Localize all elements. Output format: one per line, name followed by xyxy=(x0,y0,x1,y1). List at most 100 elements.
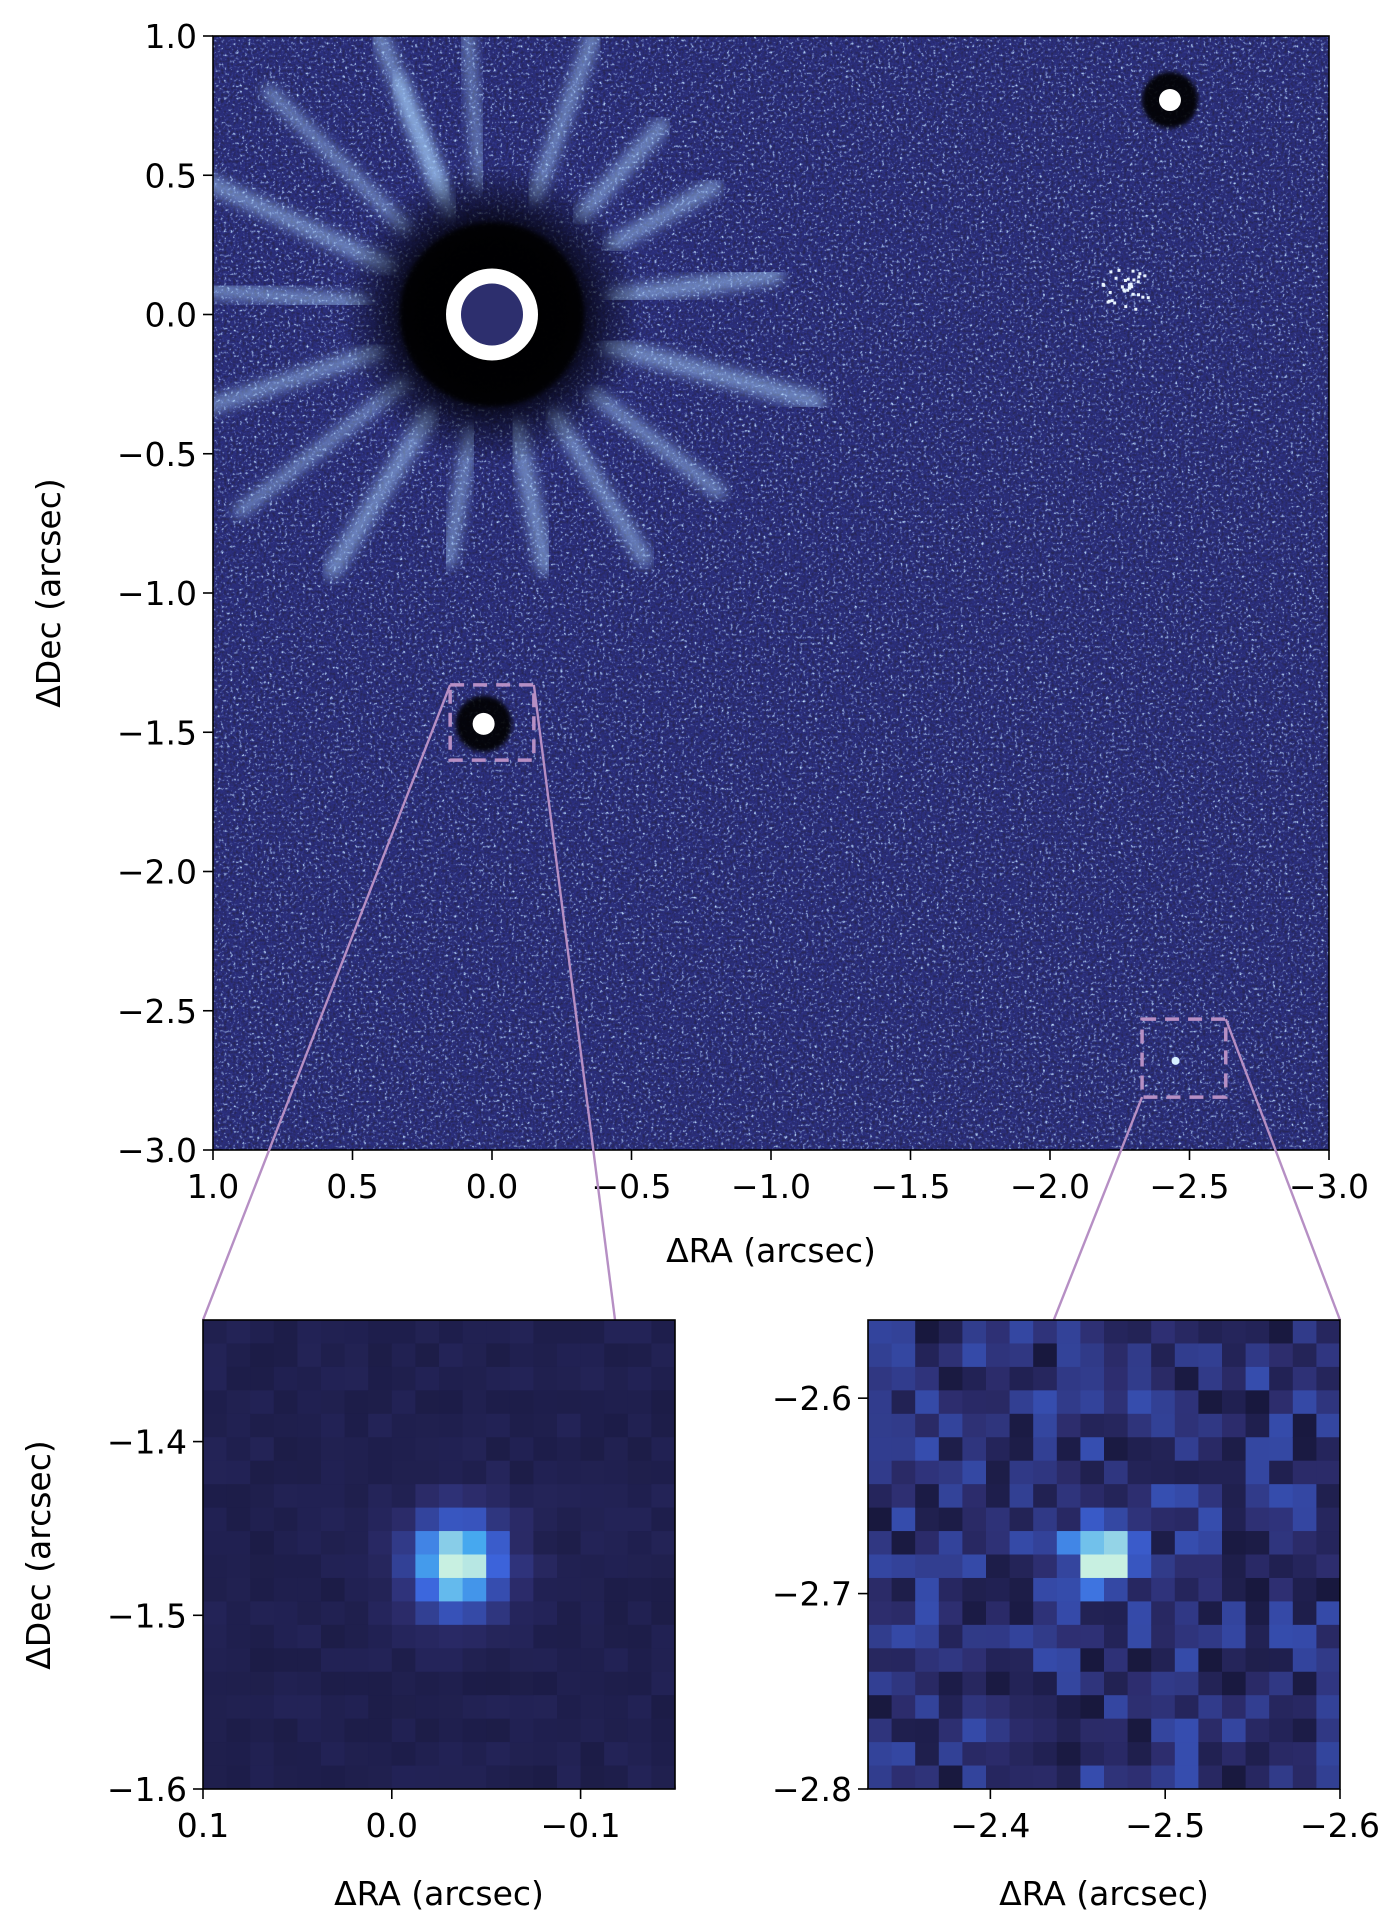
inset-left-pixel xyxy=(651,1320,675,1345)
inset-right-pixel xyxy=(891,1460,916,1485)
inset-right-pixel xyxy=(1245,1671,1270,1696)
inset-left-pixel xyxy=(557,1437,582,1462)
inset-right-pixel xyxy=(1269,1413,1294,1438)
inset-right-pixel xyxy=(1198,1531,1223,1556)
inset-right-pixel xyxy=(1245,1624,1270,1649)
inset-left-pixel xyxy=(250,1765,275,1789)
diffraction-spike xyxy=(262,85,411,234)
companion-source xyxy=(472,712,495,735)
inset-left-pixel xyxy=(203,1671,228,1696)
main-y-tick-label: −2.0 xyxy=(117,853,197,892)
inset-left-pixel xyxy=(580,1601,605,1626)
inset-right-pixel xyxy=(986,1624,1011,1649)
inset-left-pixel xyxy=(627,1366,652,1391)
speckle xyxy=(1124,305,1128,309)
inset-right-pixel xyxy=(1104,1460,1129,1485)
inset-left-pixel xyxy=(486,1343,511,1368)
inset-right-pixel xyxy=(1316,1507,1340,1532)
inset-left-y-ticks: −1.4 −1.5 −1.6 xyxy=(107,1423,203,1809)
inset-right-pixel xyxy=(1009,1507,1034,1532)
inset-left-pixel xyxy=(651,1484,675,1509)
inset-right-y-tick-label: −2.7 xyxy=(772,1575,852,1614)
inset-left-pixel xyxy=(344,1554,369,1579)
inset-right-pixel xyxy=(1198,1577,1223,1602)
inset-left-pixel xyxy=(627,1601,652,1626)
inset-left-pixel xyxy=(415,1507,440,1532)
inset-left-pixel xyxy=(533,1577,558,1602)
inset-left-pixel xyxy=(627,1624,652,1649)
inset-right-pixel xyxy=(938,1577,963,1602)
inset-right-pixel xyxy=(1056,1531,1081,1556)
inset-right-pixel xyxy=(915,1624,940,1649)
inset-right-pixel xyxy=(868,1507,893,1532)
inset-right-pixel xyxy=(1151,1718,1176,1743)
inset-right-pixel xyxy=(1080,1484,1105,1509)
inset-left-pixel xyxy=(250,1718,275,1743)
inset-left-pixel xyxy=(415,1671,440,1696)
inset-left-frame xyxy=(202,1319,676,1790)
inset-right-pixel xyxy=(1316,1437,1340,1462)
inset-right-pixel xyxy=(1174,1671,1199,1696)
main-y-tick-label: −3.0 xyxy=(117,1131,197,1170)
inset-left-pixel xyxy=(368,1577,393,1602)
inset-left-pixel xyxy=(297,1671,322,1696)
inset-left-pixel xyxy=(344,1320,369,1345)
inset-right-pixel xyxy=(1174,1695,1199,1720)
inset-left-pixel xyxy=(486,1484,511,1509)
inset-right-pixel xyxy=(1033,1695,1058,1720)
inset-right-pixel xyxy=(1080,1601,1105,1626)
inset-right-pixel xyxy=(1080,1413,1105,1438)
inset-right-pixel xyxy=(1269,1671,1294,1696)
inset-right-pixel xyxy=(868,1577,893,1602)
inset-right-pixel xyxy=(1127,1671,1152,1696)
inset-right-pixel xyxy=(1127,1554,1152,1579)
inset-left-pixel xyxy=(557,1320,582,1345)
inset-left-pixel xyxy=(627,1695,652,1720)
inset-right-pixel xyxy=(1222,1554,1247,1579)
inset-left-pixel xyxy=(557,1343,582,1368)
inset-right-pixel xyxy=(915,1695,940,1720)
inset-left-pixel xyxy=(297,1507,322,1532)
inset-left-pixel xyxy=(604,1765,629,1789)
inset-right-pixel xyxy=(1292,1695,1317,1720)
inset-left-pixel xyxy=(509,1554,534,1579)
inset-right-pixel xyxy=(1269,1366,1294,1391)
inset-right-pixel xyxy=(986,1718,1011,1743)
inset-right-pixel xyxy=(1033,1624,1058,1649)
inset-right-pixel xyxy=(1222,1437,1247,1462)
inset-left-y-tick-label: −1.4 xyxy=(107,1423,187,1462)
inset-left-pixel xyxy=(415,1765,440,1789)
inset-right-pixel xyxy=(1222,1531,1247,1556)
inset-right-pixel xyxy=(1316,1742,1340,1767)
main-y-tick-label: −0.5 xyxy=(117,435,197,474)
inset-left-pixel xyxy=(533,1437,558,1462)
inset-right-pixel xyxy=(962,1507,987,1532)
inset-left-pixel xyxy=(462,1343,487,1368)
inset-left-pixel xyxy=(368,1437,393,1462)
inset-right-pixel xyxy=(891,1437,916,1462)
inset-right-pixel xyxy=(938,1624,963,1649)
inset-right-x-tick-label: −2.4 xyxy=(950,1806,1030,1845)
inset-right-pixel xyxy=(1127,1601,1152,1626)
inset-left-pixel xyxy=(415,1601,440,1626)
inset-left-pixel xyxy=(273,1648,298,1673)
inset-right-pixel xyxy=(1056,1507,1081,1532)
inset-left-pixel xyxy=(203,1413,228,1438)
inset-right-pixel xyxy=(915,1320,940,1345)
inset-left-pixel xyxy=(368,1695,393,1720)
inset-left-pixel xyxy=(651,1366,675,1391)
inset-left-pixel xyxy=(368,1413,393,1438)
inset-right-pixel xyxy=(1151,1742,1176,1767)
inset-left-y-tick-label: −1.5 xyxy=(107,1596,187,1635)
inset-right-pixel xyxy=(1151,1765,1176,1789)
inset-left-pixel xyxy=(415,1695,440,1720)
inset-left-pixel xyxy=(321,1437,346,1462)
inset-right-pixel xyxy=(1269,1742,1294,1767)
inset-right-pixel xyxy=(1174,1413,1199,1438)
speckle xyxy=(1137,275,1141,279)
inset-left-pixel xyxy=(580,1366,605,1391)
inset-left-pixel xyxy=(297,1531,322,1556)
inset-right-pixel xyxy=(962,1577,987,1602)
inset-right-pixel xyxy=(1127,1718,1152,1743)
main-y-tick-label: −1.5 xyxy=(117,713,197,752)
